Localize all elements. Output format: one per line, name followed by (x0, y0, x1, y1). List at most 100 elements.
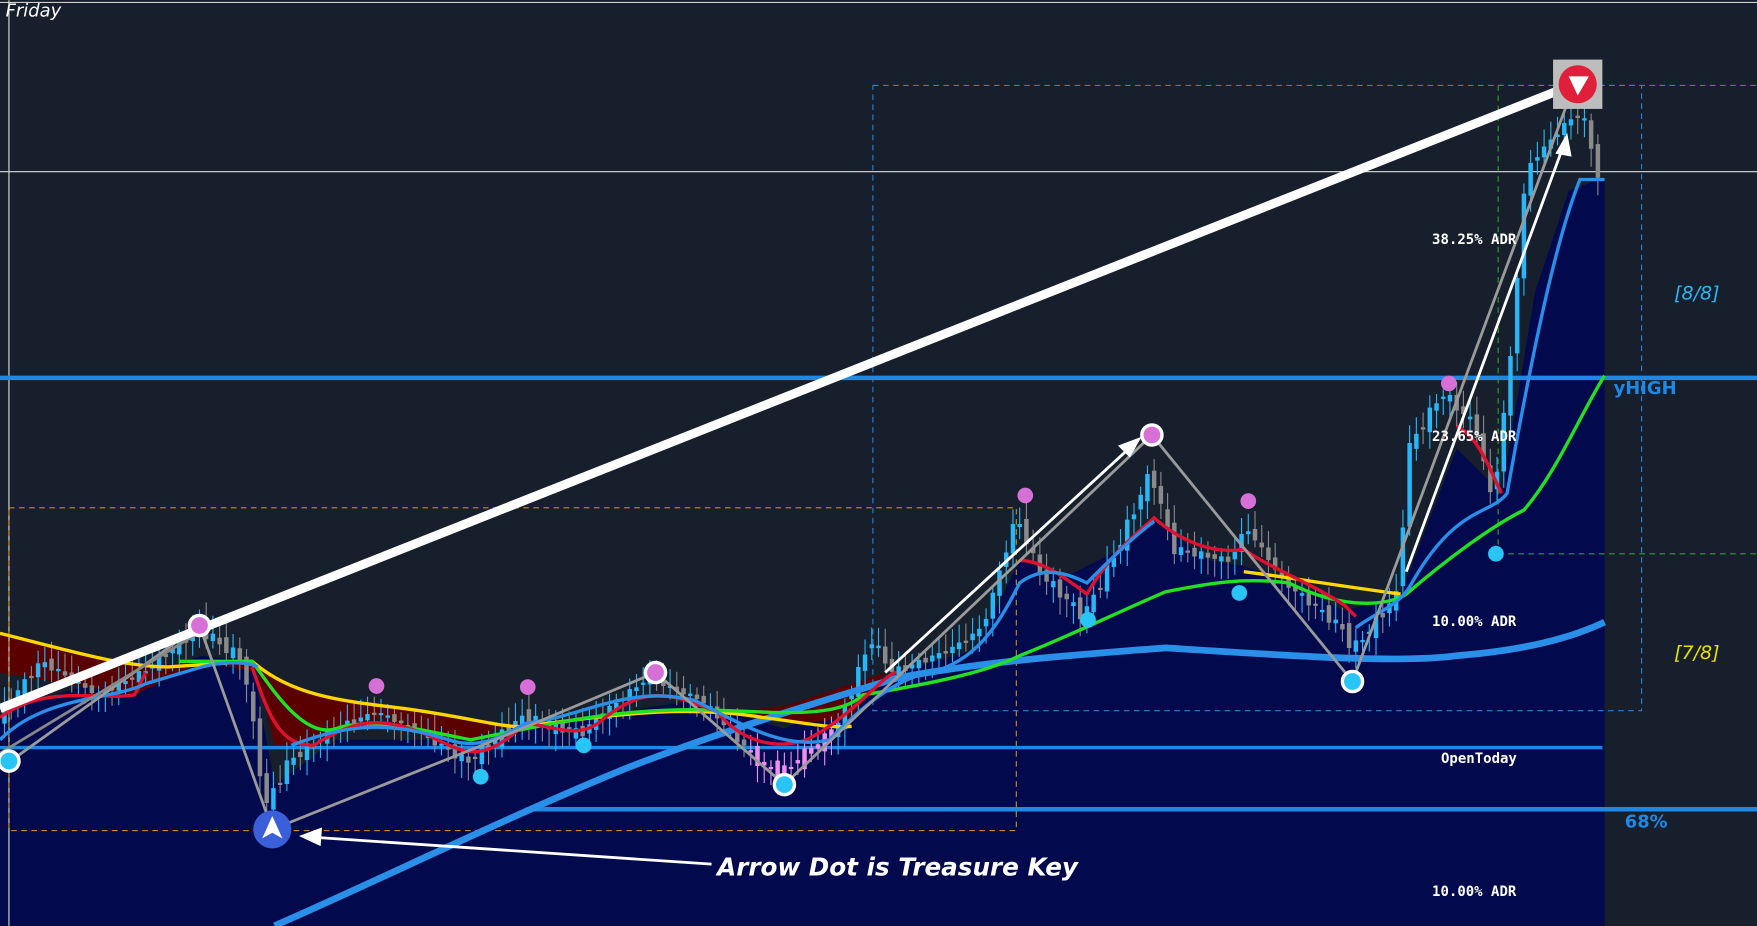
swing-low (1340, 669, 1365, 694)
zigzag-line (0, 633, 197, 755)
candle-body (493, 740, 498, 745)
candle-body (1077, 597, 1083, 620)
candle-body (1353, 640, 1359, 652)
candle-body (1447, 394, 1453, 402)
candle-body (896, 666, 901, 677)
candle-body (829, 729, 834, 740)
pink-dot (368, 678, 385, 694)
candle-body (1030, 547, 1036, 554)
candle-body (882, 646, 888, 664)
candle-body (1346, 623, 1352, 649)
candle-body (378, 713, 384, 716)
candle-body (1313, 603, 1318, 606)
candle-body (849, 695, 854, 700)
adr-label: 38.25% ADR (1432, 232, 1517, 248)
candle-body (1373, 614, 1379, 639)
candle-body (1091, 594, 1096, 613)
candle-body (1172, 522, 1177, 555)
murrey-label: [7/8] (1674, 642, 1719, 664)
candle-body (1420, 427, 1426, 430)
candle-body (909, 664, 915, 669)
candle-body (1414, 433, 1419, 449)
projection-arrow (884, 442, 1135, 674)
candle-body (284, 760, 290, 784)
cyan-dot (472, 768, 489, 785)
candle-body (1508, 355, 1513, 416)
swing-low (772, 772, 797, 797)
sell-badge-arrow (1568, 76, 1589, 96)
candle-body (298, 751, 303, 758)
swing-low (0, 749, 21, 773)
candle-body (304, 743, 310, 760)
candle-body (257, 718, 263, 777)
pink-dot (1441, 375, 1457, 392)
candle-body (224, 637, 229, 654)
cyan-dot (1488, 545, 1504, 562)
open-today-label: OpenToday (1441, 751, 1517, 767)
candle-body (398, 720, 404, 724)
candle-body (788, 766, 794, 770)
candle-body (143, 671, 148, 674)
candle-body (365, 714, 370, 721)
candle-body (782, 765, 787, 780)
candle-body (1198, 551, 1204, 559)
candle-body (936, 653, 942, 659)
candle-body (674, 686, 680, 691)
candle-body (358, 717, 364, 722)
candle-body (1441, 396, 1446, 399)
candle-body (62, 671, 68, 676)
pink-dot (1017, 487, 1034, 504)
candle-body (1521, 193, 1527, 279)
candle-body (963, 640, 969, 643)
slow-ma (273, 619, 1607, 926)
candle-body (573, 728, 579, 739)
candle-body (1279, 572, 1285, 576)
candle-body (1098, 587, 1103, 591)
candle-body (351, 719, 357, 724)
candle-body (748, 750, 753, 753)
arrow-head (1555, 132, 1572, 157)
candle-body (1205, 552, 1211, 558)
candle-body (1528, 162, 1533, 196)
candle-body (1272, 557, 1278, 570)
candle-body (1555, 134, 1560, 137)
candle-body (82, 683, 88, 688)
candle-body (970, 633, 975, 641)
percent-label: 68% (1625, 812, 1668, 833)
trend-area (0, 177, 1605, 926)
candle-body (472, 756, 478, 760)
candle-body (251, 691, 256, 722)
candle-body (1017, 523, 1022, 527)
candle-body (1488, 465, 1493, 493)
adr-label: 10.00% ADR (1432, 884, 1517, 900)
candle-body (439, 743, 444, 746)
candle-body (459, 754, 464, 762)
candle-body (1568, 119, 1574, 126)
candle-body (15, 690, 21, 700)
treasure-key-arrow (262, 815, 283, 839)
candle-body (486, 744, 491, 750)
cyan-dot (1080, 612, 1096, 628)
candle-body (1212, 554, 1217, 559)
candle-body (277, 782, 283, 786)
candle-body (1299, 593, 1305, 596)
pink-dot (1240, 493, 1257, 509)
candle-body (385, 715, 390, 718)
candle-body (445, 747, 451, 750)
candle-body (1057, 579, 1063, 598)
candle-body (768, 766, 774, 770)
arrow-head (298, 827, 323, 847)
candle-body (1575, 115, 1580, 118)
candle-body (264, 773, 269, 803)
candle-body (1185, 550, 1191, 553)
candle-body (526, 709, 532, 726)
candle-body (876, 645, 881, 649)
candle-body (688, 693, 693, 696)
candle-body (1434, 403, 1439, 411)
cyan-dot (575, 737, 592, 754)
candle-body (479, 745, 485, 765)
candle-body (1427, 407, 1433, 433)
projection-arrow (1404, 143, 1566, 573)
